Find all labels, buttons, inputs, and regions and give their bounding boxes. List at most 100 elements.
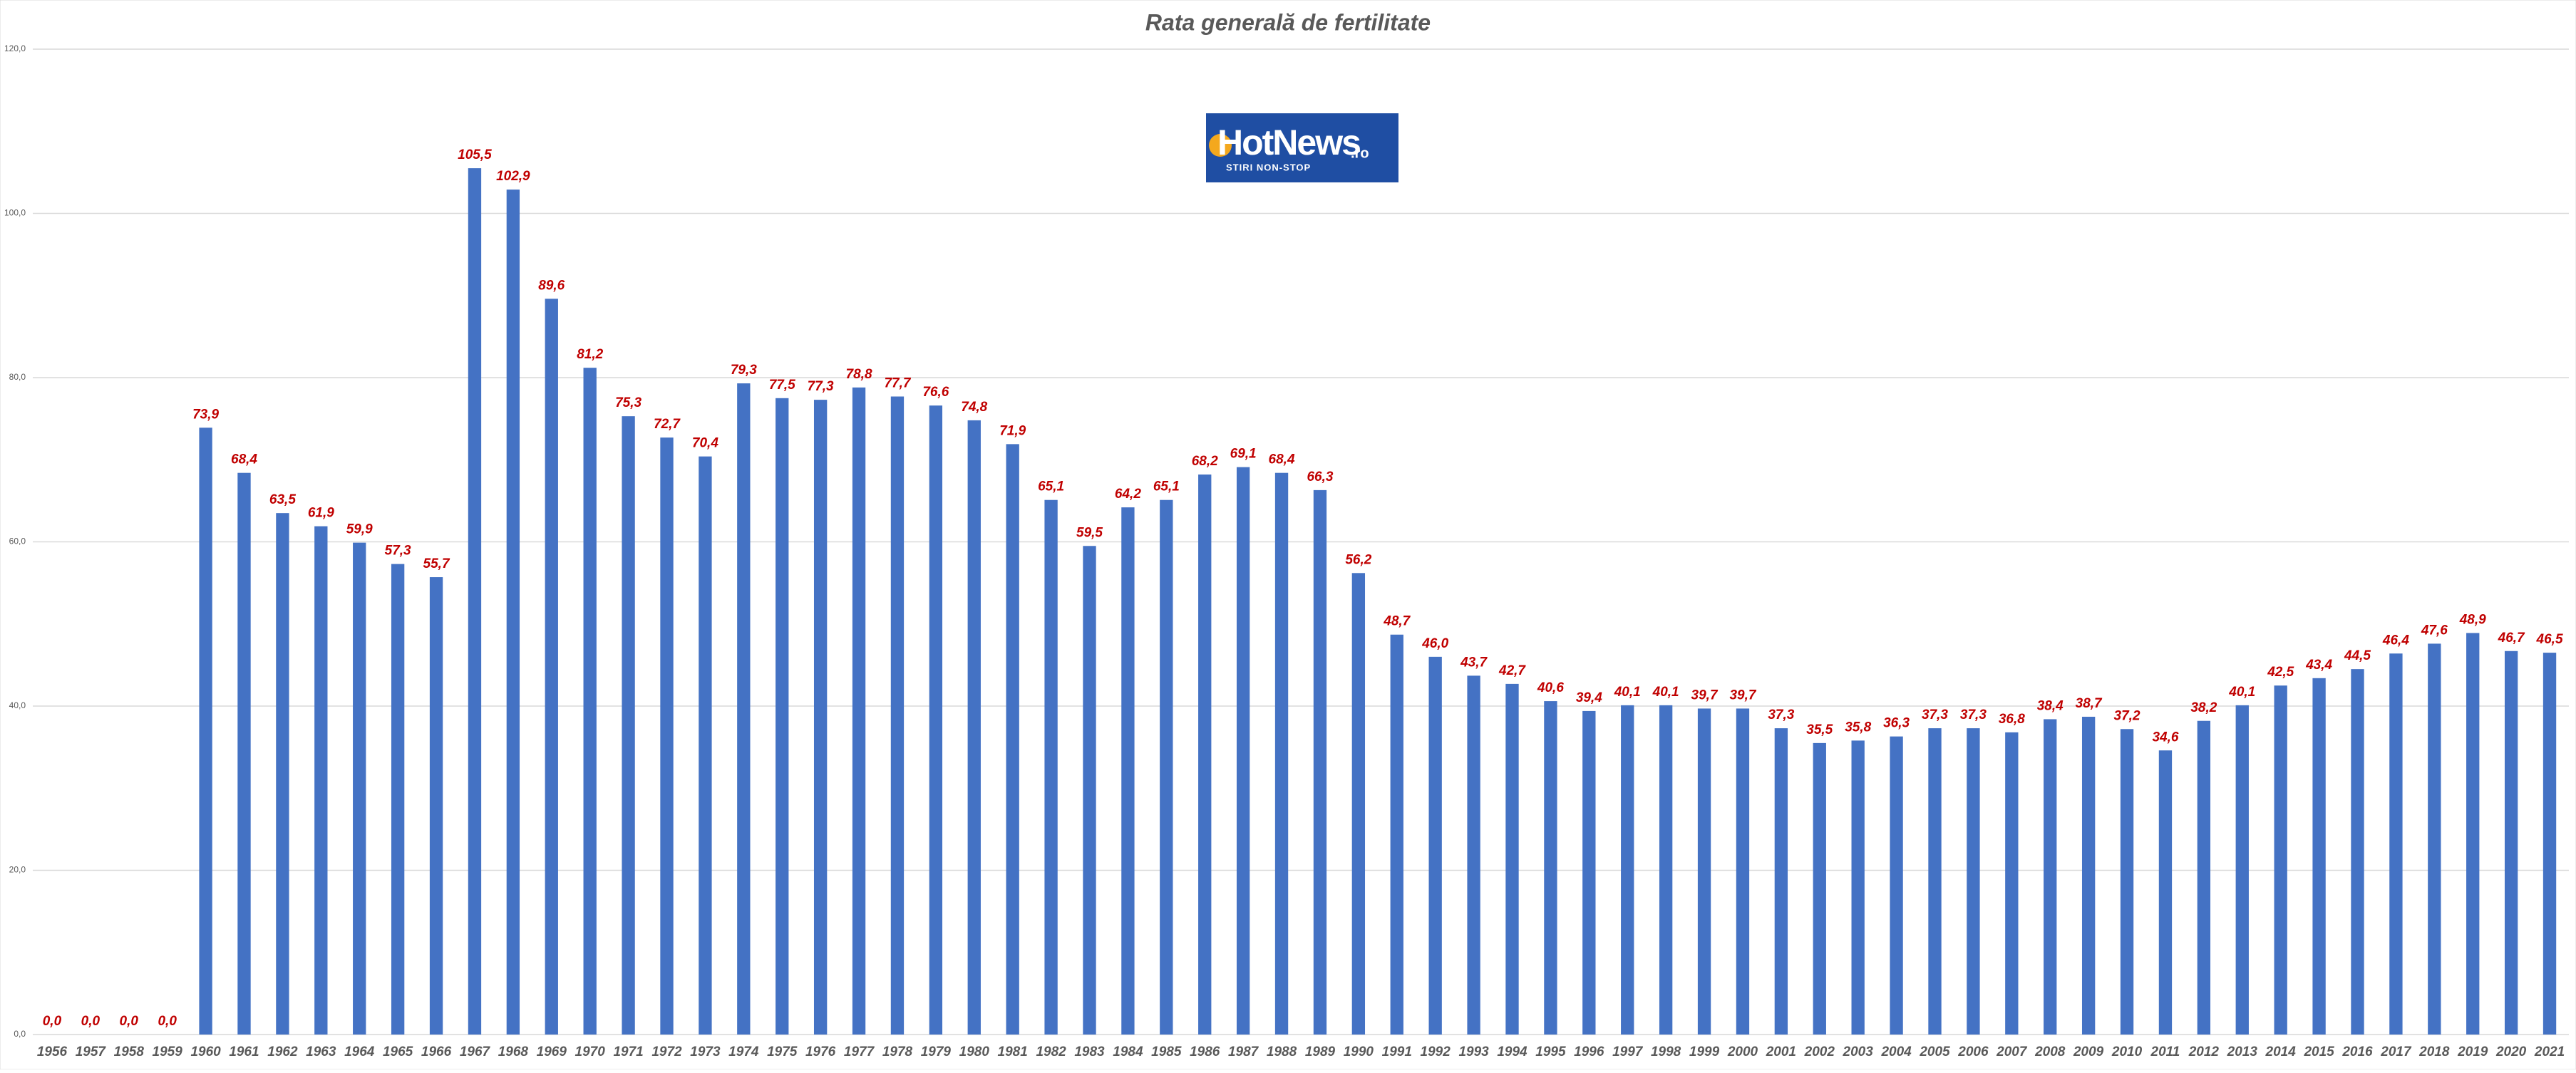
value-label: 39,4 bbox=[1576, 690, 1602, 705]
x-tick-label: 2005 bbox=[1919, 1045, 1950, 1059]
x-tick-label: 1993 bbox=[1458, 1045, 1489, 1059]
bar bbox=[2312, 678, 2326, 1035]
x-tick-label: 1998 bbox=[1651, 1045, 1681, 1059]
bar bbox=[2351, 669, 2364, 1035]
bar bbox=[237, 472, 251, 1035]
bar bbox=[1274, 472, 1289, 1035]
value-label: 102,9 bbox=[496, 169, 530, 184]
x-tick-label: 2002 bbox=[1804, 1045, 1835, 1059]
bar bbox=[2005, 732, 2019, 1035]
x-tick-label: 2017 bbox=[2380, 1045, 2412, 1059]
bar bbox=[1390, 634, 1403, 1035]
bar bbox=[391, 564, 405, 1035]
bar bbox=[545, 299, 558, 1035]
value-label: 68,4 bbox=[231, 452, 257, 467]
x-tick-label: 1978 bbox=[882, 1045, 913, 1059]
bar bbox=[1428, 656, 1442, 1035]
y-tick-label: 40,0 bbox=[9, 700, 26, 710]
value-label: 0,0 bbox=[120, 1014, 139, 1029]
x-tick-label: 2003 bbox=[1843, 1045, 1874, 1059]
x-tick-label: 1969 bbox=[537, 1045, 567, 1059]
bar bbox=[2274, 685, 2287, 1035]
bar bbox=[1044, 499, 1058, 1035]
bar bbox=[353, 542, 366, 1035]
value-label: 37,2 bbox=[2114, 708, 2140, 723]
bar bbox=[622, 416, 635, 1035]
x-tick-label: 1968 bbox=[498, 1045, 529, 1059]
value-label: 66,3 bbox=[1307, 470, 1333, 484]
x-tick-label: 2015 bbox=[2303, 1045, 2334, 1059]
value-label: 46,0 bbox=[1421, 636, 1448, 651]
x-tick-label: 1966 bbox=[421, 1045, 452, 1059]
bar bbox=[1505, 683, 1519, 1035]
bar bbox=[1621, 705, 1634, 1035]
bar bbox=[1697, 708, 1711, 1035]
x-tick-label: 1981 bbox=[998, 1045, 1028, 1059]
value-label: 57,3 bbox=[385, 544, 411, 559]
value-label: 40,6 bbox=[1537, 680, 1564, 695]
bar bbox=[1659, 705, 1673, 1035]
x-tick-label: 1984 bbox=[1113, 1045, 1143, 1059]
y-tick-label: 60,0 bbox=[9, 536, 26, 546]
bar bbox=[1198, 474, 1212, 1035]
x-tick-label: 1986 bbox=[1190, 1045, 1220, 1059]
bar bbox=[429, 577, 443, 1035]
value-label: 73,9 bbox=[192, 407, 219, 422]
value-label: 35,8 bbox=[1845, 720, 1871, 735]
x-tick-label: 1973 bbox=[690, 1045, 721, 1059]
x-tick-label: 1967 bbox=[460, 1045, 491, 1059]
x-tick-label: 1979 bbox=[921, 1045, 952, 1059]
x-tick-label: 1965 bbox=[383, 1045, 413, 1059]
bar bbox=[1313, 489, 1327, 1035]
bar bbox=[1467, 675, 1480, 1035]
bar bbox=[2120, 729, 2134, 1035]
bar bbox=[1236, 467, 1250, 1035]
bar bbox=[1851, 740, 1865, 1035]
value-label: 71,9 bbox=[999, 423, 1026, 438]
x-tick-label: 2000 bbox=[1727, 1045, 1758, 1059]
x-tick-label: 1961 bbox=[229, 1045, 259, 1059]
value-label: 70,4 bbox=[692, 436, 718, 451]
value-label: 40,1 bbox=[2228, 685, 2255, 700]
value-label: 44,5 bbox=[2344, 648, 2371, 663]
bar bbox=[1006, 444, 1019, 1035]
logo-icon bbox=[1209, 134, 1232, 157]
logo: HotNews .ro STIRI NON-STOP bbox=[1206, 113, 1398, 182]
value-label: 59,5 bbox=[1076, 525, 1103, 540]
value-label: 68,2 bbox=[1192, 454, 1218, 469]
bar bbox=[2081, 716, 2096, 1035]
x-tick-label: 1996 bbox=[1574, 1045, 1604, 1059]
value-label: 46,7 bbox=[2498, 631, 2525, 646]
bar bbox=[1083, 546, 1096, 1035]
x-tick-label: 2014 bbox=[2265, 1045, 2297, 1059]
value-label: 77,7 bbox=[884, 376, 911, 391]
x-tick-label: 2016 bbox=[2341, 1045, 2373, 1059]
value-label: 46,4 bbox=[2382, 633, 2409, 648]
bar bbox=[2504, 650, 2518, 1035]
x-tick-label: 1960 bbox=[190, 1045, 221, 1059]
value-label: 40,1 bbox=[1614, 685, 1641, 700]
x-tick-label: 1974 bbox=[728, 1045, 759, 1059]
x-tick-label: 1957 bbox=[76, 1045, 107, 1059]
value-label: 35,5 bbox=[1806, 722, 1833, 737]
value-label: 48,7 bbox=[1383, 614, 1411, 629]
value-label: 37,3 bbox=[1960, 707, 1987, 722]
bar bbox=[660, 437, 674, 1035]
bar bbox=[967, 420, 981, 1035]
bar bbox=[506, 190, 520, 1035]
x-tick-label: 1991 bbox=[1382, 1045, 1412, 1059]
x-tick-label: 1970 bbox=[575, 1045, 606, 1059]
bar bbox=[890, 396, 905, 1035]
logo-name: HotNews bbox=[1217, 123, 1360, 162]
x-tick-label: 1977 bbox=[844, 1045, 875, 1059]
value-label: 61,9 bbox=[308, 506, 334, 521]
value-label: 36,3 bbox=[1883, 716, 1910, 731]
value-label: 0,0 bbox=[158, 1014, 177, 1029]
value-label: 56,2 bbox=[1345, 552, 1371, 567]
bar bbox=[1890, 736, 1903, 1035]
x-tick-label: 1983 bbox=[1074, 1045, 1105, 1059]
value-label: 55,7 bbox=[423, 556, 450, 571]
bar bbox=[2542, 653, 2557, 1035]
bar bbox=[1544, 701, 1557, 1035]
x-tick-label: 1976 bbox=[805, 1045, 836, 1059]
